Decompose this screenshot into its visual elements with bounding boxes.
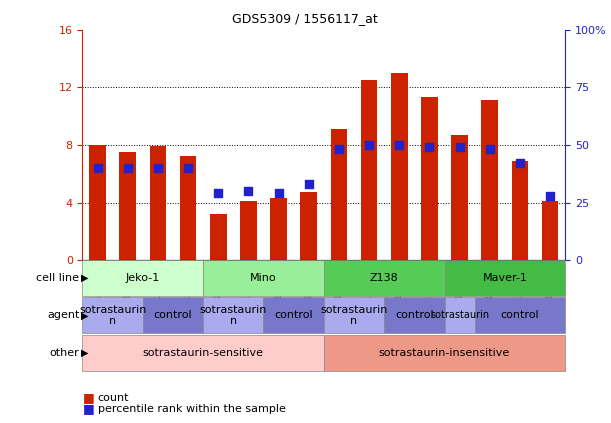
Bar	[384, 297, 445, 333]
Text: cell line: cell line	[37, 273, 79, 283]
Text: ▶: ▶	[81, 273, 88, 283]
Bar	[89, 145, 106, 260]
Bar	[421, 97, 437, 260]
Text: count: count	[98, 393, 130, 403]
Point	[304, 181, 313, 187]
Bar	[263, 297, 324, 333]
Point	[123, 165, 133, 171]
Bar	[82, 335, 324, 371]
Bar	[324, 260, 445, 296]
Text: sotrastaurin
n: sotrastaurin n	[320, 305, 388, 326]
Point	[93, 165, 103, 171]
Bar	[452, 135, 468, 260]
Bar	[143, 297, 203, 333]
Text: ▶: ▶	[81, 310, 88, 320]
Bar	[203, 260, 324, 296]
Bar	[150, 146, 166, 260]
Text: ■: ■	[82, 392, 94, 404]
Point	[274, 190, 284, 197]
Text: percentile rank within the sample: percentile rank within the sample	[98, 404, 285, 414]
Point	[183, 165, 193, 171]
Bar	[82, 260, 203, 296]
Point	[545, 192, 555, 199]
Text: sotrastaurin
n: sotrastaurin n	[200, 305, 267, 326]
Bar	[203, 297, 263, 333]
Bar	[324, 335, 565, 371]
Point	[334, 146, 344, 153]
Bar	[210, 214, 227, 260]
Text: Jeko-1: Jeko-1	[126, 273, 160, 283]
Text: control: control	[395, 310, 434, 320]
Bar	[360, 80, 378, 260]
Text: sotrastaurin-insensitive: sotrastaurin-insensitive	[379, 348, 510, 357]
Text: sotrastaurin-sensitive: sotrastaurin-sensitive	[142, 348, 264, 357]
Bar	[301, 192, 317, 260]
Point	[153, 165, 163, 171]
Text: Mino: Mino	[250, 273, 277, 283]
Point	[425, 144, 434, 151]
Text: GDS5309 / 1556117_at: GDS5309 / 1556117_at	[232, 12, 378, 25]
Bar	[240, 201, 257, 260]
Point	[485, 146, 495, 153]
Point	[455, 144, 464, 151]
Text: ▶: ▶	[81, 348, 88, 357]
Text: sotrastaurin
n: sotrastaurin n	[79, 305, 147, 326]
Text: sotrastaurin: sotrastaurin	[430, 310, 489, 320]
Text: other: other	[49, 348, 79, 357]
Bar	[445, 297, 475, 333]
Bar	[331, 129, 347, 260]
Bar	[119, 152, 136, 260]
Bar	[481, 100, 498, 260]
Text: agent: agent	[47, 310, 79, 320]
Text: ■: ■	[82, 402, 94, 415]
Bar	[324, 297, 384, 333]
Text: Z138: Z138	[370, 273, 398, 283]
Text: Maver-1: Maver-1	[483, 273, 527, 283]
Bar	[82, 297, 143, 333]
Point	[244, 188, 254, 195]
Text: control: control	[500, 310, 540, 320]
Text: control: control	[274, 310, 313, 320]
Bar	[270, 198, 287, 260]
Point	[364, 141, 374, 148]
Bar	[180, 157, 196, 260]
Point	[515, 160, 525, 167]
Text: control: control	[154, 310, 192, 320]
Bar	[511, 161, 529, 260]
Bar	[391, 73, 408, 260]
Bar	[445, 260, 565, 296]
Point	[394, 141, 404, 148]
Bar	[542, 201, 558, 260]
Point	[213, 190, 223, 197]
Bar	[475, 297, 565, 333]
